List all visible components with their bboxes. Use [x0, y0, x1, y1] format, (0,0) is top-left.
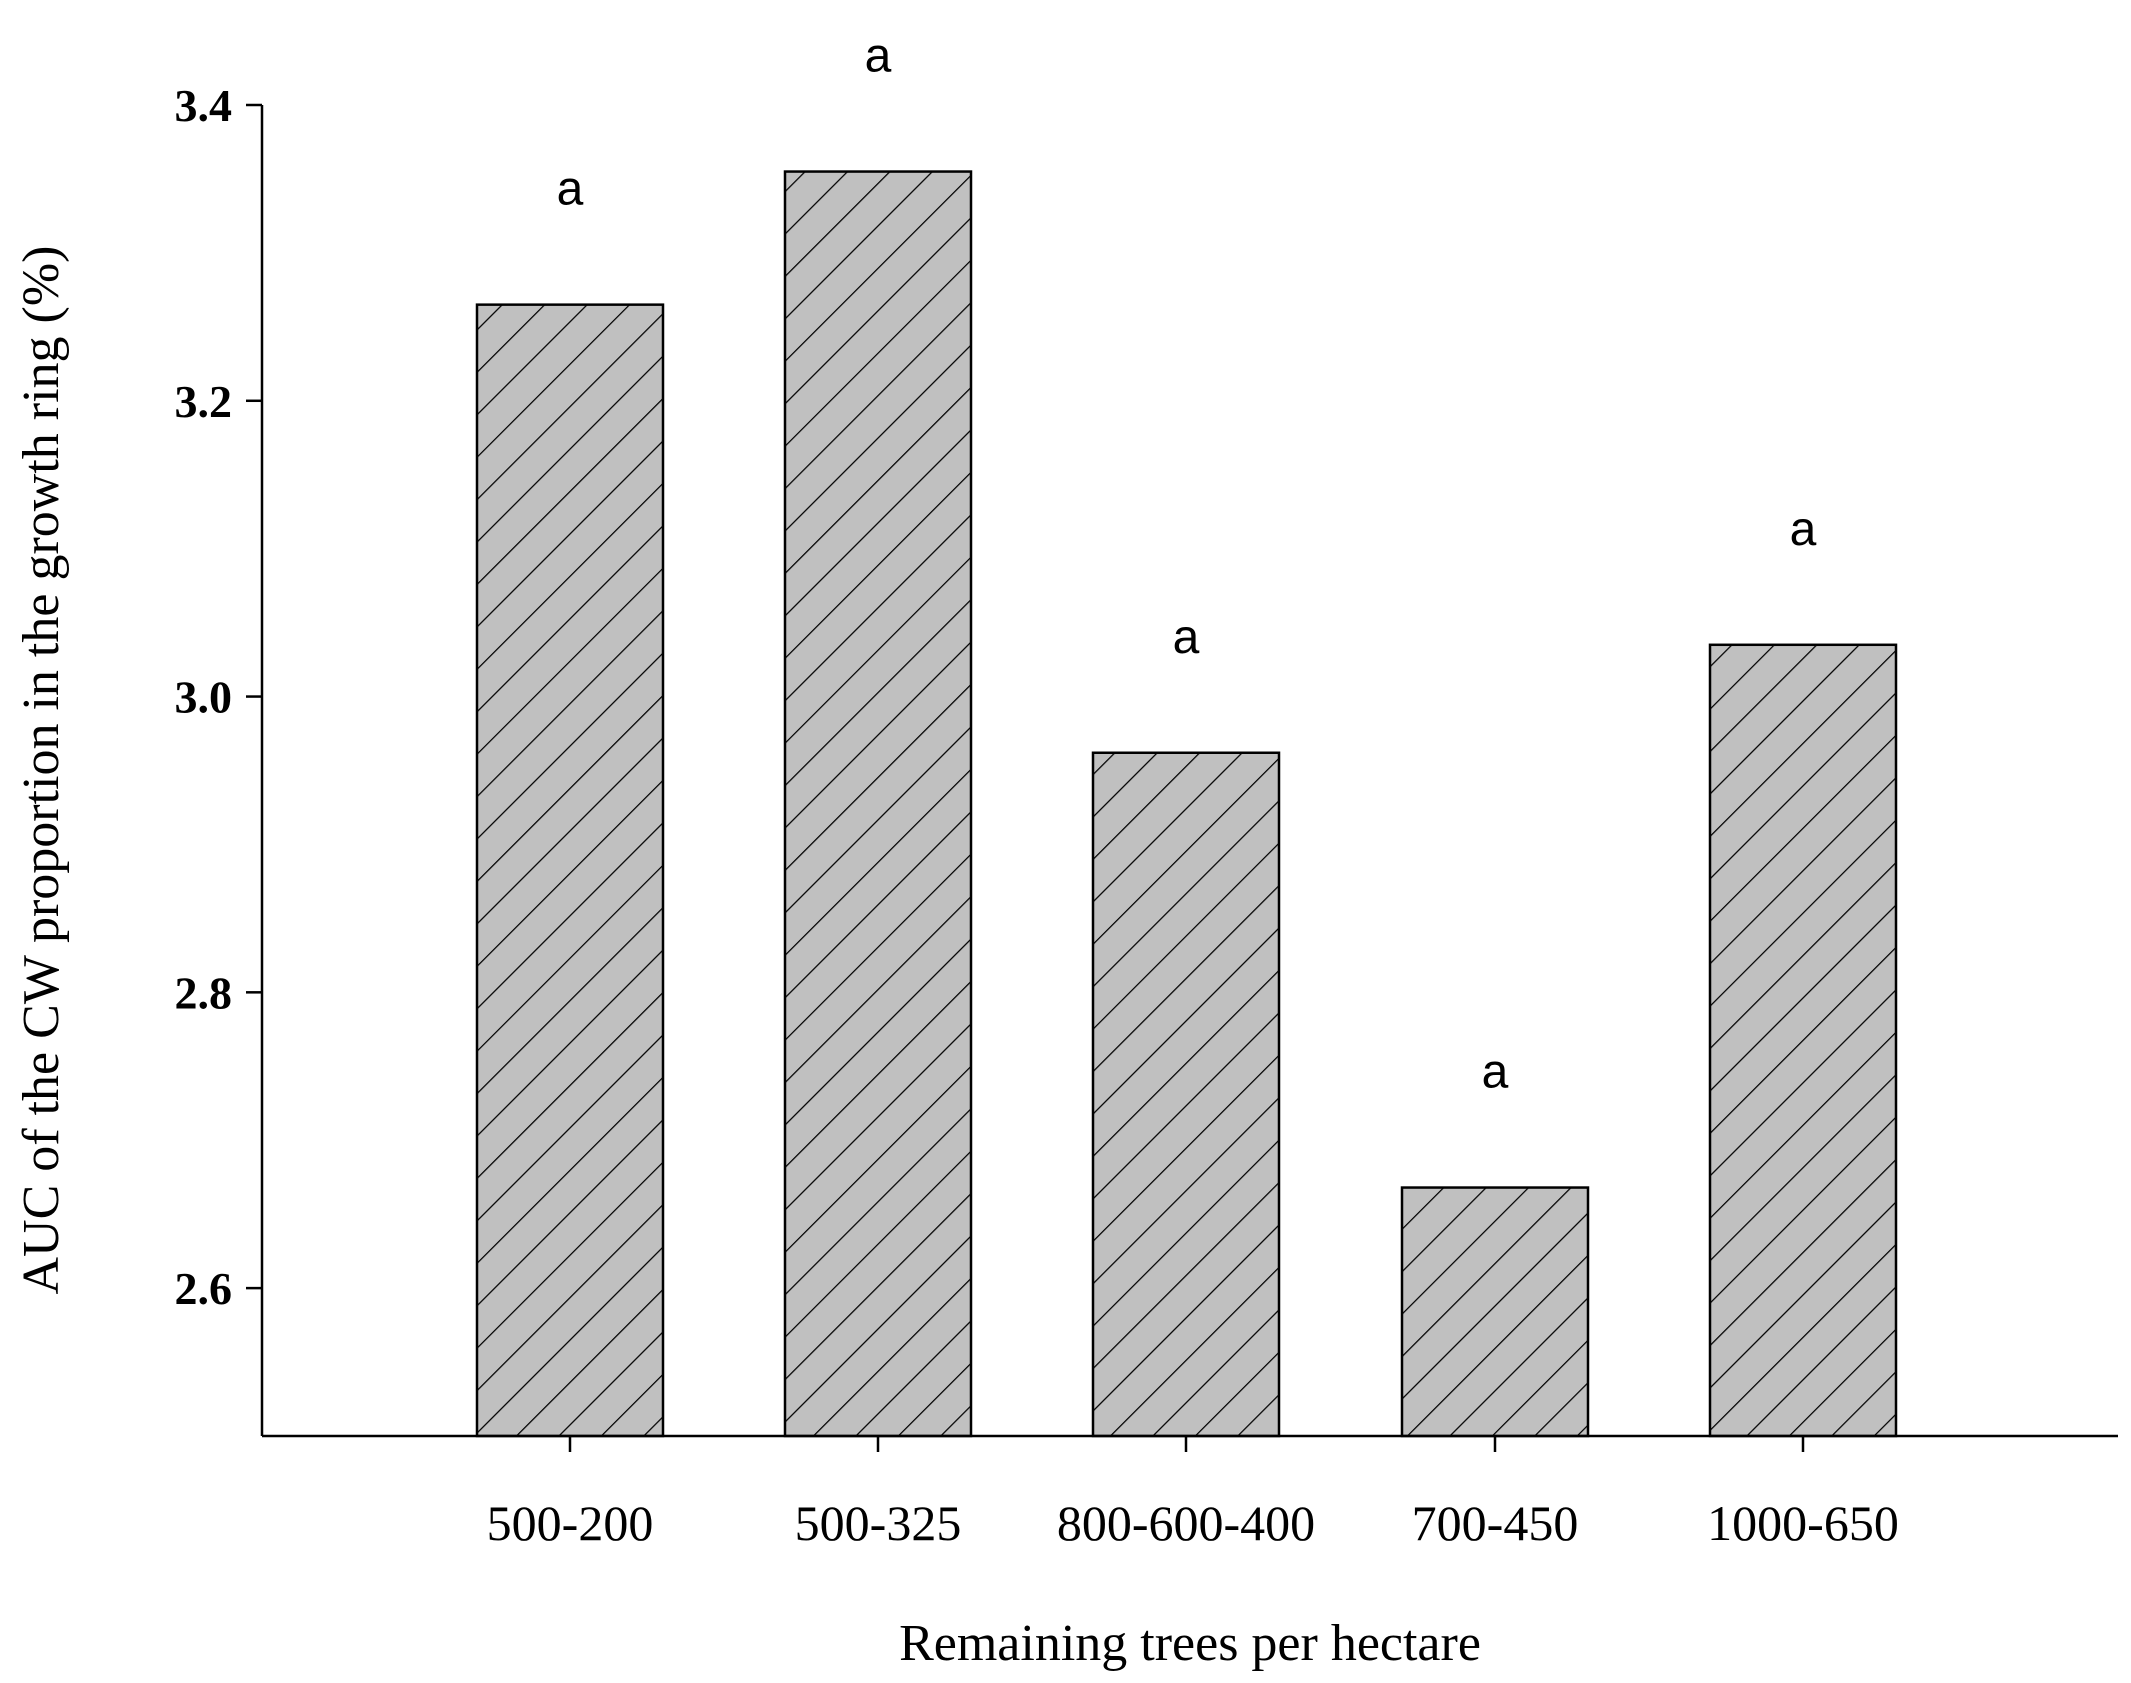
x-tick-label-500-325: 500-325 — [795, 1495, 962, 1551]
significance-letter-500-200: a — [557, 163, 584, 216]
y-tick-label-2.6: 2.6 — [175, 1263, 233, 1314]
y-tick-label-3.2: 3.2 — [175, 376, 233, 427]
x-tick-label-1000-650: 1000-650 — [1707, 1495, 1899, 1551]
y-tick-label-3.4: 3.4 — [175, 80, 233, 131]
x-axis-title: Remaining trees per hectare — [899, 1615, 1481, 1672]
plot-area: a 500-200 a 500-325 a 800-600-400 a 700-450 a 100… — [175, 30, 2118, 1551]
x-tick-label-500-200: 500-200 — [487, 1495, 654, 1551]
y-axis-title: AUC of the CW proportion in the growth r… — [13, 246, 70, 1295]
significance-letter-500-325: a — [865, 30, 892, 83]
x-tick-label-800-600-400: 800-600-400 — [1057, 1495, 1315, 1551]
y-tick-label-2.8: 2.8 — [175, 967, 233, 1018]
bar-1000-650 — [1708, 643, 1898, 1438]
bar-500-325 — [783, 170, 973, 1438]
bar-700-450 — [1400, 1186, 1590, 1438]
x-tick-label-700-450: 700-450 — [1412, 1495, 1579, 1551]
significance-letter-800-600-400: a — [1173, 611, 1200, 664]
significance-letter-700-450: a — [1482, 1046, 1509, 1099]
bar-500-200 — [475, 303, 665, 1438]
significance-letter-1000-650: a — [1790, 503, 1817, 556]
bar-800-600-400 — [1091, 751, 1281, 1438]
y-tick-label-3.0: 3.0 — [175, 672, 233, 723]
